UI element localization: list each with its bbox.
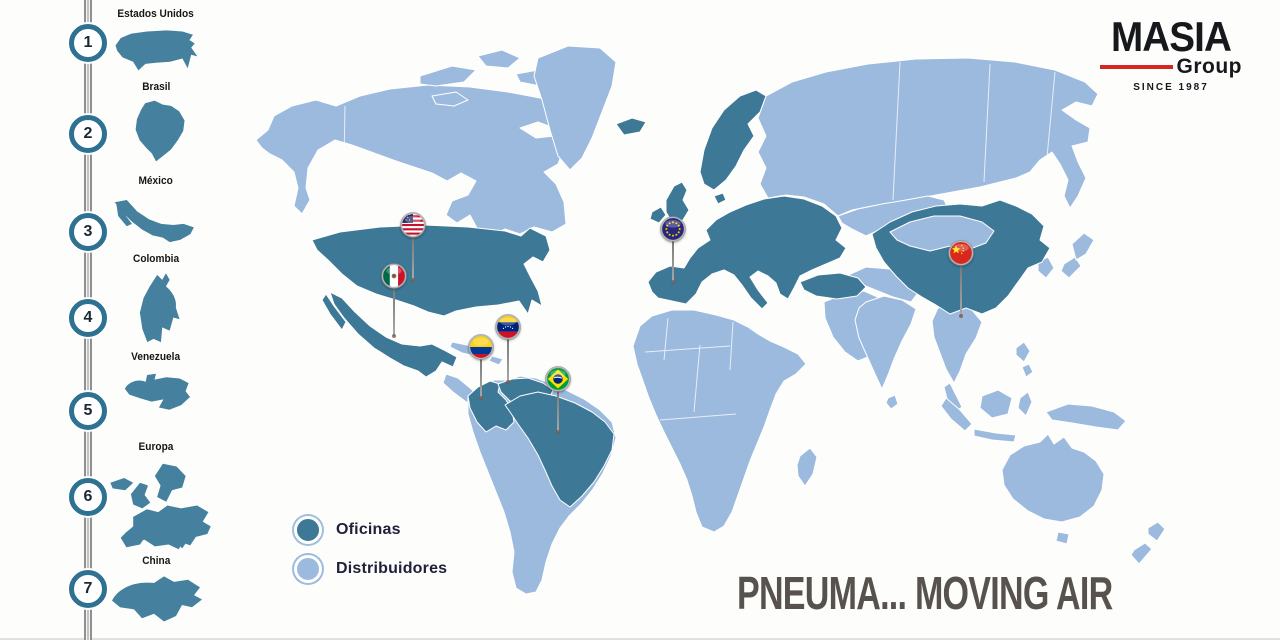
sidebar-item-usa: Estados Unidos — [98, 8, 214, 79]
map-usa — [311, 224, 551, 317]
timeline-number: 6 — [83, 488, 93, 505]
timeline-number-badge: 7 — [69, 570, 107, 608]
eu-flag-icon — [659, 215, 687, 243]
logo-group-text: Group — [1176, 55, 1242, 78]
brasil-flag-icon — [544, 365, 572, 393]
pin-stick — [479, 347, 483, 400]
country-silhouette-icon — [115, 30, 198, 71]
map-scandinavia — [699, 89, 767, 205]
timeline-number-badge: 5 — [69, 392, 107, 430]
legend-label: Oficinas — [336, 521, 401, 538]
map-brazil — [504, 391, 615, 508]
country-label: China — [141, 555, 171, 567]
legend-item-distributors: Distribuidores — [294, 555, 447, 583]
map-russia — [757, 57, 1099, 217]
timeline-number-badge: 1 — [69, 24, 107, 62]
timeline-number: 1 — [83, 34, 93, 51]
pin-stick — [959, 253, 963, 318]
timeline-number: 3 — [83, 223, 93, 240]
sidebar-item-venezuela: Venezuela — [98, 351, 214, 426]
map-india — [854, 295, 917, 410]
country-silhouette-icon — [112, 576, 202, 622]
country-silhouette-icon — [135, 100, 185, 162]
map-new-zealand — [1130, 521, 1166, 565]
country-label: Venezuela — [131, 351, 181, 363]
sidebar-item-mexico: México — [98, 175, 214, 249]
timeline-number: 4 — [83, 309, 93, 326]
logo-since-text: SINCE 1987 — [1133, 82, 1209, 93]
logo-red-line — [1100, 64, 1173, 69]
map-europe — [647, 195, 847, 310]
timeline-number: 5 — [83, 402, 93, 419]
masia-group-logo: MASIA Group SINCE 1987 — [1100, 16, 1242, 93]
country-label: Brasil — [141, 81, 171, 93]
distributor-dot-icon — [294, 555, 322, 583]
timeline-number-badge: 3 — [69, 213, 107, 251]
map-indonesia — [940, 389, 1033, 443]
country-label: Colombia — [132, 253, 180, 265]
country-silhouette-icon — [124, 373, 191, 410]
pin-stick — [556, 379, 560, 434]
country-label: Europa — [138, 441, 174, 453]
pin-stick — [392, 276, 396, 338]
country-label: México — [138, 175, 174, 187]
timeline-number: 7 — [83, 580, 93, 597]
timeline-number-badge: 6 — [69, 478, 107, 516]
tagline: PNEUMA... MOVING AIR — [737, 567, 1113, 619]
timeline-number-badge: 2 — [69, 115, 107, 153]
usa-flag-icon — [399, 211, 427, 239]
mexico-flag-icon — [380, 262, 408, 290]
sidebar-item-colombia: Colombia — [98, 253, 214, 352]
pin-stick — [506, 327, 510, 384]
map-turkey — [799, 272, 867, 300]
logo-name: MASIA — [1111, 13, 1232, 60]
legend-label: Distribuidores — [336, 560, 448, 577]
map-greenland — [533, 45, 617, 171]
country-label: Estados Unidos — [117, 8, 195, 20]
map-philippines — [1015, 341, 1034, 378]
legend: Oficinas Distribuidores — [294, 516, 447, 583]
map-japan — [1060, 232, 1095, 279]
sidebar-item-china: China — [98, 555, 214, 627]
venezuela-flag-icon — [494, 313, 522, 341]
map-arctic-islands — [419, 49, 553, 107]
country-silhouette-icon — [110, 463, 211, 550]
sidebar-item-europa: Europa — [98, 441, 214, 553]
pin-stick — [411, 225, 415, 282]
map-africa — [632, 309, 807, 533]
map-iceland — [615, 117, 647, 136]
timeline-number-badge: 4 — [69, 299, 107, 337]
map-canada — [255, 84, 571, 237]
country-silhouette-icon — [139, 273, 180, 343]
map-indochina — [931, 301, 983, 413]
sidebar-item-brasil: Brasil — [98, 81, 214, 164]
map-mexico — [321, 291, 458, 378]
office-dot-icon — [294, 516, 322, 544]
china-flag-icon — [947, 239, 975, 267]
colombia-flag-icon — [467, 333, 495, 361]
map-new-guinea — [1045, 403, 1127, 431]
pin-stick — [671, 229, 675, 284]
legend-item-offices: Oficinas — [294, 516, 447, 544]
map-madagascar — [796, 447, 818, 487]
map-australia — [1001, 433, 1105, 545]
timeline-number: 2 — [83, 125, 93, 142]
country-silhouette-icon — [114, 199, 194, 243]
